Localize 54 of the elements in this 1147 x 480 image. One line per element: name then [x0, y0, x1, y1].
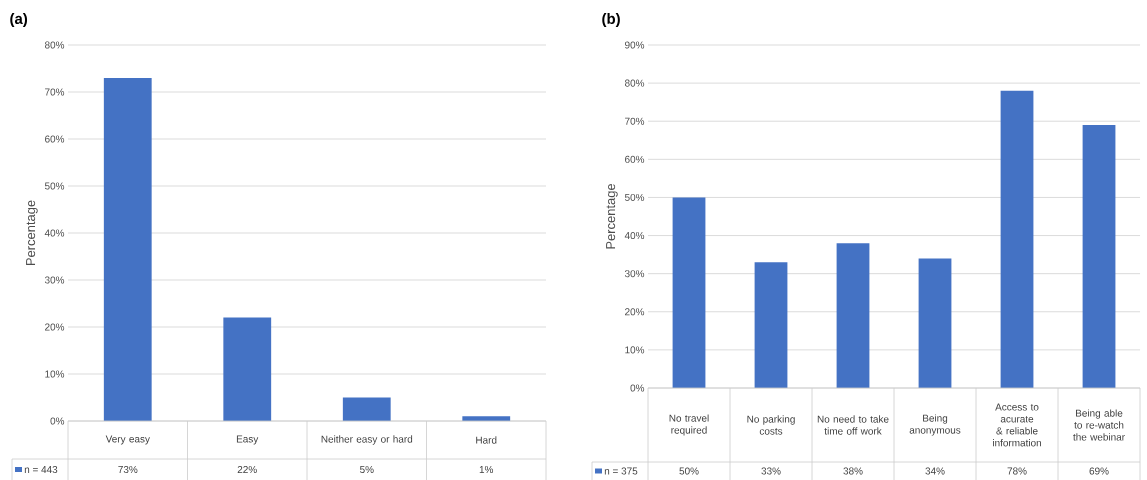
y-tick-label: 70%: [625, 117, 645, 125]
bar: [836, 243, 870, 388]
bar: [754, 262, 788, 388]
y-tick-label: 30%: [624, 270, 645, 278]
x-tick-label: Being able to re-watch the webinar: [1073, 409, 1125, 441]
y-tick-label: 0%: [50, 417, 65, 425]
data-label: 5%: [360, 465, 374, 473]
y-tick-label: 60%: [45, 135, 65, 143]
x-tick-label: Neither easy or hard: [321, 435, 413, 445]
y-tick-label: 60%: [625, 155, 645, 163]
y-axis-title: Percentage: [606, 183, 618, 249]
data-label: 73%: [118, 465, 138, 474]
y-tick-label: 20%: [45, 323, 65, 331]
bar: [918, 258, 952, 388]
y-tick-label: 20%: [625, 308, 645, 316]
data-label: 33%: [761, 467, 781, 475]
data-label: 50%: [679, 467, 699, 475]
data-label: 69%: [1089, 467, 1109, 475]
y-axis-title: Percentage: [26, 200, 38, 266]
bar: [103, 77, 152, 421]
x-tick-label: Being anonymous: [909, 414, 961, 436]
y-tick-label: 50%: [44, 182, 65, 190]
x-tick-label: No parking costs: [747, 415, 795, 435]
x-tick-label: No travel required: [669, 414, 709, 436]
bar: [672, 197, 706, 388]
x-tick-label: Easy: [236, 435, 259, 445]
y-tick-label: 10%: [625, 346, 645, 354]
data-label: 1%: [479, 466, 494, 473]
x-tick-label: No need to take time off work: [817, 415, 889, 435]
data-label: 38%: [843, 467, 863, 475]
bar: [342, 397, 391, 421]
y-tick-label: 90%: [625, 41, 645, 49]
data-label: 34%: [925, 467, 945, 475]
chart-title: (b): [602, 13, 620, 27]
y-tick-label: 0%: [630, 384, 645, 392]
y-tick-label: 70%: [45, 88, 65, 96]
y-tick-label: 30%: [44, 276, 65, 284]
y-tick-label: 80%: [44, 41, 65, 49]
x-tick-label: Very easy: [105, 435, 150, 445]
x-tick-label: Hard: [476, 436, 497, 444]
bar: [1082, 125, 1116, 388]
data-label: 78%: [1007, 467, 1027, 475]
data-label: 22%: [237, 466, 257, 474]
y-tick-label: 40%: [624, 232, 645, 240]
legend-label: n = 443: [24, 465, 58, 474]
bar: [1000, 90, 1034, 388]
legend-label: n = 375: [604, 467, 638, 475]
chart-title: (a): [10, 13, 28, 27]
y-tick-label: 50%: [624, 193, 645, 201]
y-tick-label: 80%: [624, 79, 645, 87]
bar: [223, 317, 272, 421]
y-tick-label: 40%: [44, 229, 65, 237]
x-tick-label: Access to acurate & reliable information: [993, 403, 1041, 447]
y-tick-label: 10%: [45, 370, 65, 378]
